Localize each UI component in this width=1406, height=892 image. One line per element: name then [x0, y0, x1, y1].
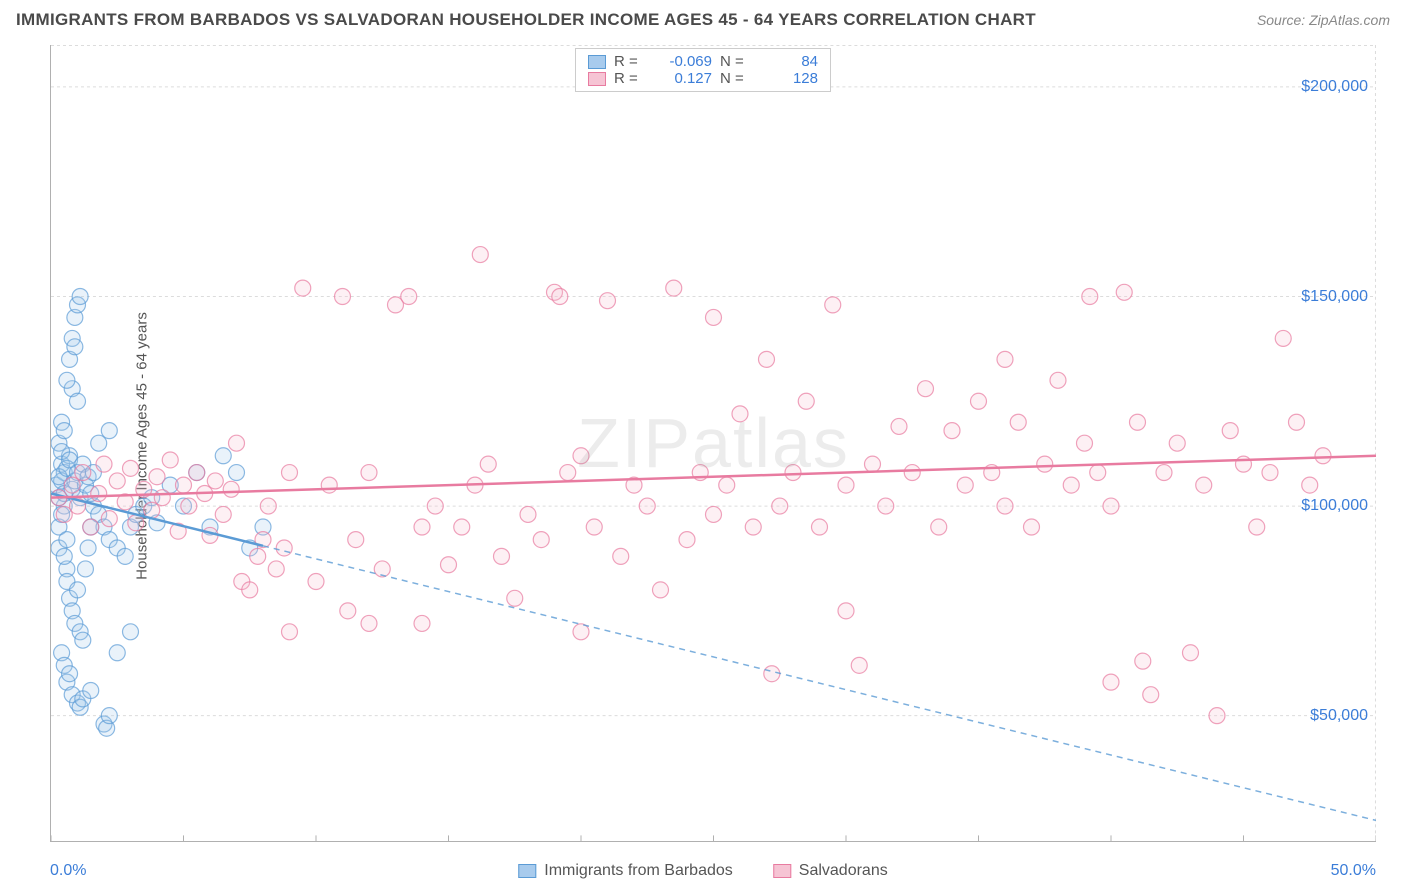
legend-row-salvadorans: R = 0.127 N = 128 — [588, 70, 818, 87]
chart-title: IMMIGRANTS FROM BARBADOS VS SALVADORAN H… — [16, 10, 1036, 30]
legend-label-barbados: Immigrants from Barbados — [544, 862, 733, 880]
n-value-salvadorans: 128 — [764, 70, 818, 87]
x-axis-min-label: 0.0% — [50, 862, 86, 880]
swatch-barbados — [588, 55, 606, 69]
n-value-barbados: 84 — [764, 53, 818, 70]
y-tick-label: $50,000 — [1310, 707, 1368, 725]
chart-plot-area: ZIPatlas $50,000$100,000$150,000$200,000 — [50, 45, 1376, 842]
r-value-salvadorans: 0.127 — [658, 70, 712, 87]
swatch-barbados-icon — [518, 864, 536, 878]
source-attribution: Source: ZipAtlas.com — [1257, 12, 1390, 28]
n-label: N = — [720, 70, 756, 87]
r-label: R = — [614, 53, 650, 70]
correlation-legend: R = -0.069 N = 84 R = 0.127 N = 128 — [575, 48, 831, 92]
legend-row-barbados: R = -0.069 N = 84 — [588, 53, 818, 70]
y-tick-label: $150,000 — [1301, 288, 1368, 306]
series-legend: Immigrants from Barbados Salvadorans — [518, 862, 887, 880]
legend-label-salvadorans: Salvadorans — [799, 862, 888, 880]
x-axis-max-label: 50.0% — [1331, 862, 1376, 880]
r-label: R = — [614, 70, 650, 87]
y-tick-label: $200,000 — [1301, 78, 1368, 96]
n-label: N = — [720, 53, 756, 70]
legend-item-barbados: Immigrants from Barbados — [518, 862, 733, 880]
r-value-barbados: -0.069 — [658, 53, 712, 70]
legend-item-salvadorans: Salvadorans — [773, 862, 888, 880]
chart-svg — [51, 45, 1376, 841]
swatch-salvadorans-icon — [773, 864, 791, 878]
swatch-salvadorans — [588, 72, 606, 86]
y-tick-label: $100,000 — [1301, 497, 1368, 515]
